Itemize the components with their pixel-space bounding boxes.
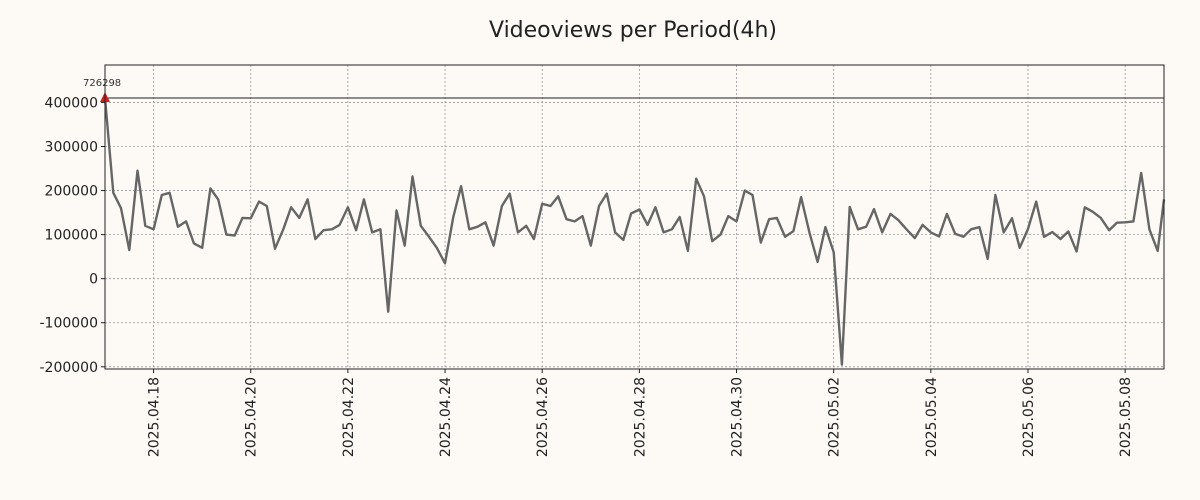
y-tick-label: 200000 — [45, 184, 98, 200]
x-tick-label: 2025.05.08 — [1118, 377, 1134, 457]
x-tick-label: 2025.05.04 — [924, 377, 940, 457]
peak-annotation: 726298 — [83, 78, 1164, 103]
x-tick-label: 2025.04.26 — [535, 377, 551, 457]
x-tick-label: 2025.04.22 — [341, 377, 357, 457]
y-tick-label: 100000 — [45, 228, 98, 244]
y-tick-label: 400000 — [45, 95, 98, 111]
x-tick-label: 2025.04.18 — [147, 377, 163, 457]
x-tick-label: 2025.04.24 — [438, 377, 454, 457]
x-tick-label: 2025.04.28 — [632, 377, 648, 457]
y-axis: -200000 -100000 0 100000 200000 300000 400000 — [40, 95, 105, 376]
y-tick-label: 0 — [89, 272, 98, 288]
x-tick-label: 2025.05.02 — [827, 377, 843, 457]
peak-label: 726298 — [83, 78, 121, 89]
x-tick-label: 2025.05.06 — [1021, 377, 1037, 457]
plot-frame — [104, 64, 1165, 370]
x-tick-label: 2025.04.20 — [244, 377, 260, 457]
grid-lines — [105, 65, 1164, 369]
x-tick-label: 2025.04.30 — [730, 377, 746, 457]
series-layer — [103, 97, 1166, 366]
y-tick-label: -100000 — [40, 316, 99, 332]
x-axis: 2025.04.18 2025.04.20 2025.04.22 2025.04.24… — [147, 369, 1134, 457]
y-tick-label: -200000 — [40, 360, 99, 376]
chart-title: Videoviews per Period(4h) — [489, 18, 777, 43]
y-tick-label: 300000 — [45, 140, 98, 156]
series-line — [103, 97, 1166, 366]
